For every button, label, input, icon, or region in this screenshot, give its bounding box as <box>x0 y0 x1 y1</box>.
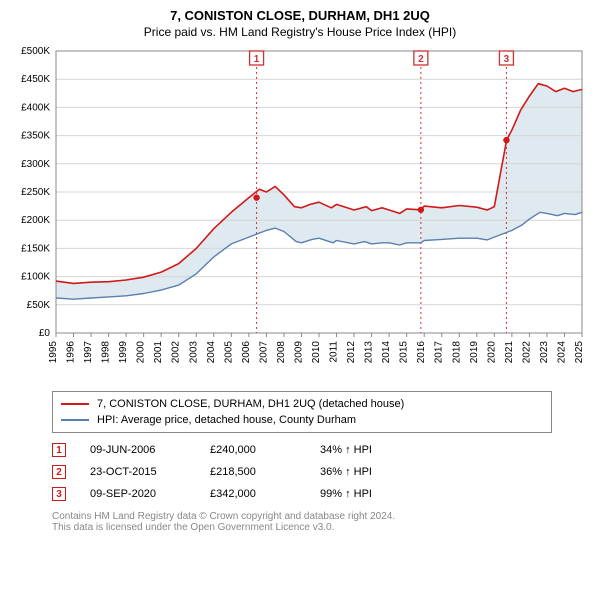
x-tick-label: 1995 <box>48 341 59 364</box>
event-marker: 3 <box>52 487 66 501</box>
legend-row: HPI: Average price, detached house, Coun… <box>61 412 543 428</box>
y-tick-label: £0 <box>39 328 51 339</box>
x-tick-label: 1998 <box>101 341 112 364</box>
event-row: 3 09-SEP-2020£342,00099% ↑ HPI <box>52 483 590 505</box>
y-tick-label: £300K <box>21 159 50 170</box>
x-tick-label: 1999 <box>118 341 129 364</box>
event-date: 09-SEP-2020 <box>90 488 210 500</box>
x-tick-label: 1997 <box>83 341 94 364</box>
x-tick-label: 2001 <box>153 341 164 364</box>
footer-attribution: Contains HM Land Registry data © Crown c… <box>52 511 590 533</box>
x-tick-label: 2004 <box>206 341 217 364</box>
x-tick-label: 2013 <box>364 341 375 364</box>
legend-box: 7, CONISTON CLOSE, DURHAM, DH1 2UQ (deta… <box>52 391 552 433</box>
legend-swatch <box>61 403 89 405</box>
y-tick-label: £400K <box>21 102 50 113</box>
event-row: 2 23-OCT-2015£218,50036% ↑ HPI <box>52 461 590 483</box>
x-tick-label: 2008 <box>276 341 287 364</box>
event-marker: 1 <box>52 443 66 457</box>
event-price: £240,000 <box>210 444 320 456</box>
event-marker-number: 3 <box>504 54 510 65</box>
event-pct: 36% ↑ HPI <box>320 466 430 478</box>
event-dot <box>253 194 259 200</box>
event-date: 09-JUN-2006 <box>90 444 210 456</box>
chart-area: £0 £50K £100K £150K £200K £250K £300K £350K £400… <box>10 45 590 385</box>
y-tick-label: £450K <box>21 74 50 85</box>
x-tick-label: 2025 <box>574 341 585 364</box>
x-tick-label: 2012 <box>346 341 357 364</box>
x-tick-label: 2011 <box>329 341 340 363</box>
chart-subtitle: Price paid vs. HM Land Registry's House … <box>10 25 590 39</box>
event-pct: 34% ↑ HPI <box>320 444 430 456</box>
y-tick-label: £250K <box>21 187 50 198</box>
x-tick-label: 2022 <box>521 341 532 364</box>
event-marker-number: 2 <box>418 54 424 65</box>
y-tick-label: £500K <box>21 46 50 57</box>
y-tick-label: £350K <box>21 131 50 142</box>
x-tick-label: 2020 <box>486 341 497 364</box>
event-price: £218,500 <box>210 466 320 478</box>
legend-swatch <box>61 419 89 421</box>
event-pct: 99% ↑ HPI <box>320 488 430 500</box>
x-tick-label: 2024 <box>556 341 567 364</box>
events-table: 1 09-JUN-2006£240,00034% ↑ HPI 2 23-OCT-201… <box>52 439 590 505</box>
x-tick-label: 2015 <box>399 341 410 364</box>
x-tick-label: 2010 <box>311 341 322 364</box>
x-tick-label: 2005 <box>223 341 234 364</box>
legend-label: HPI: Average price, detached house, Coun… <box>97 414 356 426</box>
x-tick-label: 2000 <box>136 341 147 364</box>
legend-row: 7, CONISTON CLOSE, DURHAM, DH1 2UQ (deta… <box>61 396 543 412</box>
chart-title: 7, CONISTON CLOSE, DURHAM, DH1 2UQ <box>10 8 590 23</box>
y-tick-label: £200K <box>21 215 50 226</box>
event-price: £342,000 <box>210 488 320 500</box>
footer-line-2: This data is licensed under the Open Gov… <box>52 522 590 533</box>
event-marker-number: 1 <box>254 54 260 65</box>
x-tick-label: 2003 <box>188 341 199 364</box>
y-tick-label: £50K <box>27 300 51 311</box>
x-tick-label: 2021 <box>504 341 515 364</box>
footer-line-1: Contains HM Land Registry data © Crown c… <box>52 511 590 522</box>
chart-svg: £0 £50K £100K £150K £200K £250K £300K £350K £400… <box>10 45 590 385</box>
x-tick-label: 2018 <box>451 341 462 364</box>
event-marker: 2 <box>52 465 66 479</box>
series-band <box>56 84 582 300</box>
x-tick-label: 2006 <box>241 341 252 364</box>
x-tick-label: 2002 <box>171 341 182 364</box>
x-tick-label: 2009 <box>293 341 304 364</box>
x-tick-label: 2007 <box>258 341 269 364</box>
x-tick-label: 2017 <box>434 341 445 364</box>
x-tick-label: 2023 <box>539 341 550 364</box>
x-tick-label: 2019 <box>469 341 480 364</box>
event-date: 23-OCT-2015 <box>90 466 210 478</box>
event-row: 1 09-JUN-2006£240,00034% ↑ HPI <box>52 439 590 461</box>
x-tick-label: 1996 <box>66 341 77 364</box>
x-tick-label: 2016 <box>416 341 427 364</box>
x-tick-label: 2014 <box>381 341 392 364</box>
legend-label: 7, CONISTON CLOSE, DURHAM, DH1 2UQ (deta… <box>97 398 404 410</box>
y-tick-label: £150K <box>21 243 50 254</box>
y-tick-label: £100K <box>21 272 50 283</box>
